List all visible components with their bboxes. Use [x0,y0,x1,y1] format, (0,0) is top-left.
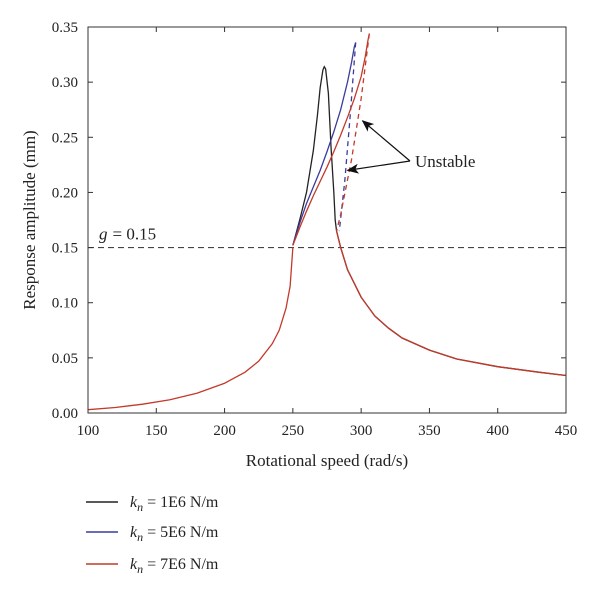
legend-symbol: k [130,524,138,541]
legend-text: = 5E6 N/m [147,524,219,541]
legend-label-1: kn = 1E6 N/m [130,494,219,514]
legend-symbol: k [130,494,138,511]
x-axis-title: Rotational speed (rad/s) [246,451,408,470]
legend-label-2: kn = 5E6 N/m [130,524,219,544]
unstable-arrow-2 [346,160,411,174]
annotation-group: Unstable [346,120,475,174]
y-tick-label: 0.35 [52,20,78,36]
x-tick-label: 450 [555,423,578,439]
threshold-symbol: g [99,225,108,244]
y-tick-label: 0.30 [52,75,78,91]
plot-border [87,26,567,414]
x-tick-label: 400 [486,423,509,439]
y-tick-label: 0.15 [52,241,78,257]
y-tick-label: 0.20 [52,185,78,201]
legend-group: kn = 1E6 N/mkn = 5E6 N/mkn = 7E6 N/m [86,494,219,576]
y-tick-label: 0.10 [52,296,78,312]
y-tick-label: 0.00 [52,406,78,422]
legend-subscript: n [137,530,143,544]
unstable-arrow-1 [361,120,411,162]
series-3-unstable-line [335,33,370,232]
series-2-stable-upper-line [292,42,357,246]
y-tick-label: 0.05 [52,351,78,367]
shared-low-speed-line [87,247,294,411]
plot-frame [87,26,567,414]
x-tick-label: 250 [282,423,305,439]
series-3-stable-lower-line [335,230,567,377]
ticks-group: 100 150 200 250 300 350 400 450 0.00 0.05 0.10 0.15… [52,20,578,439]
legend-subscript: n [137,562,143,576]
threshold-group: g = 0.15 [88,225,566,249]
series-2-unstable-line [338,42,357,232]
x-tick-label: 300 [350,423,373,439]
series-group [87,33,567,411]
legend-symbol: k [130,556,138,573]
x-tick-label: 350 [418,423,441,439]
legend-text: = 1E6 N/m [147,494,219,511]
legend-label-3: kn = 7E6 N/m [130,556,219,576]
y-tick-label: 0.25 [52,130,78,146]
x-tick-label: 200 [213,423,236,439]
series-3-stable-upper-line [292,33,370,246]
threshold-label: g = 0.15 [99,225,156,244]
series-1-stable-lower-line [335,230,567,377]
x-tick-label: 100 [77,423,100,439]
unstable-annotation-label: Unstable [415,152,475,171]
x-tick-label: 150 [145,423,168,439]
y-axis-title: Response amplitude (mm) [20,130,39,309]
axis-titles-group: Rotational speed (rad/s) Response amplitu… [20,130,408,470]
legend-subscript: n [137,500,143,514]
legend-text: = 7E6 N/m [147,556,219,573]
series-1-stable-upper-line [292,65,338,246]
threshold-value: = 0.15 [113,225,157,244]
